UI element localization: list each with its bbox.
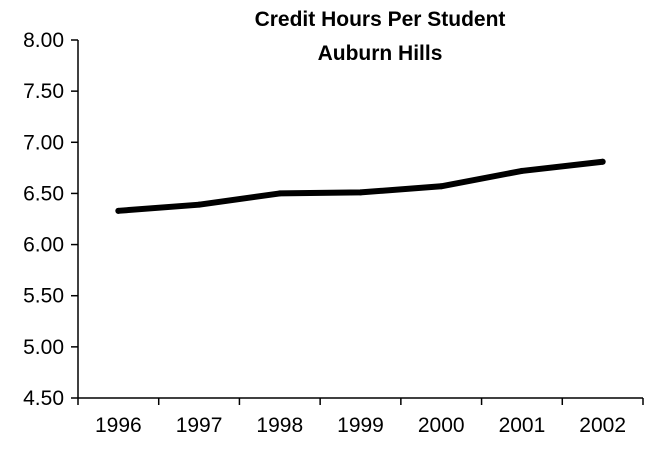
series-line xyxy=(115,158,606,214)
x-tick-label: 1996 xyxy=(95,414,142,437)
y-tick-label: 5.00 xyxy=(23,336,64,359)
x-tick-label: 1997 xyxy=(176,414,223,437)
y-tick-label: 4.50 xyxy=(23,387,64,410)
x-tick-label: 2000 xyxy=(418,414,465,437)
data-point xyxy=(518,167,525,174)
y-tick-label: 5.50 xyxy=(23,285,64,308)
chart-title: Credit Hours Per Student xyxy=(255,8,506,31)
data-point xyxy=(357,189,364,196)
x-tick-label: 2001 xyxy=(499,414,546,437)
chart-subtitle: Auburn Hills xyxy=(318,42,443,65)
data-point xyxy=(438,183,445,190)
y-tick-label: 8.00 xyxy=(23,29,64,52)
data-point xyxy=(276,190,283,197)
x-tick-label: 2002 xyxy=(579,414,626,437)
data-point xyxy=(599,158,606,165)
y-tick-label: 7.50 xyxy=(23,80,64,103)
data-point xyxy=(115,207,122,214)
series-layer xyxy=(115,158,606,214)
y-axis-ticks: 8.00 7.50 7.00 6.50 6.00 5.50 5.00 4.50 xyxy=(23,29,78,410)
y-tick-label: 7.00 xyxy=(23,131,64,154)
y-tick-label: 6.50 xyxy=(23,182,64,205)
x-axis-ticks: 1996 1997 1998 1999 2000 2001 2002 xyxy=(77,398,644,437)
x-tick-label: 1999 xyxy=(337,414,384,437)
data-point xyxy=(196,201,203,208)
y-tick-label: 6.00 xyxy=(23,234,64,257)
x-tick-label: 1998 xyxy=(256,414,303,437)
